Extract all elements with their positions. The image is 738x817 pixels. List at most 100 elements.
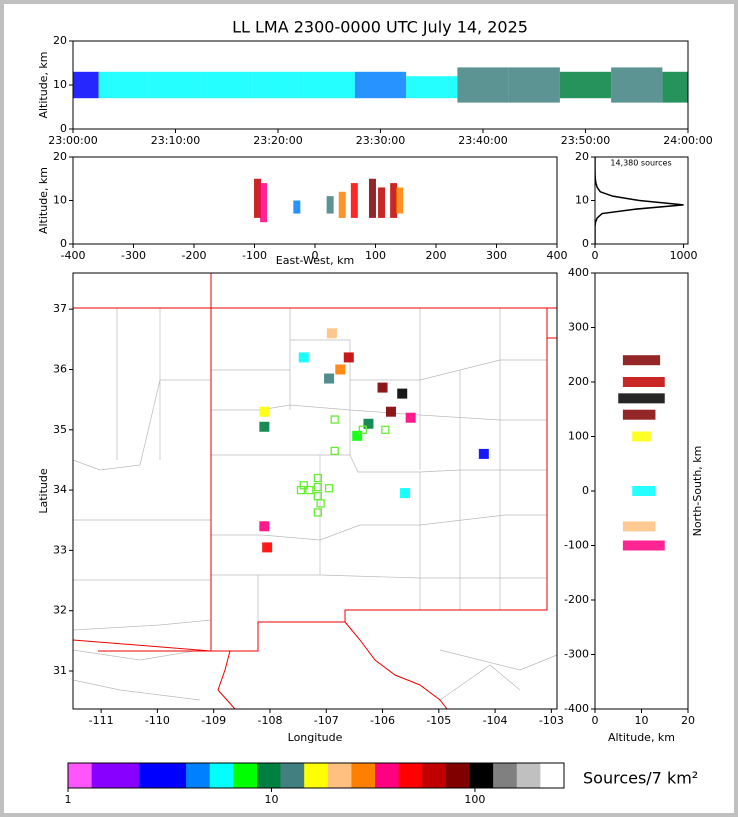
y-tick-label: 33 bbox=[53, 543, 67, 556]
source-range bbox=[508, 67, 560, 103]
y-tick-label: 10 bbox=[53, 194, 67, 207]
colorbar-cell bbox=[422, 763, 447, 788]
x-tick-label: 0 bbox=[592, 714, 599, 727]
source-range bbox=[350, 183, 358, 218]
y-tick-label: 0 bbox=[582, 237, 589, 250]
station bbox=[296, 485, 306, 495]
source-cluster bbox=[298, 352, 309, 363]
source-cluster bbox=[405, 412, 416, 423]
source-cluster bbox=[385, 406, 396, 417]
x-tick-label: 100 bbox=[365, 249, 386, 262]
x-tick-label: -110 bbox=[145, 714, 170, 727]
map-boundaries bbox=[72, 273, 558, 710]
source-range bbox=[662, 71, 688, 103]
source-cluster bbox=[352, 430, 363, 441]
station bbox=[313, 482, 322, 492]
x-tick-label: 23:30:00 bbox=[356, 134, 405, 147]
source-cluster bbox=[343, 352, 354, 363]
station bbox=[313, 508, 322, 517]
x-tick-label: 100 bbox=[464, 793, 485, 806]
x-tick-label: 23:00:00 bbox=[48, 134, 97, 147]
source-range bbox=[303, 71, 355, 99]
y-tick-label: 0 bbox=[60, 122, 67, 135]
y-tick-label: 34 bbox=[53, 483, 67, 496]
y-tick-label: 200 bbox=[568, 375, 589, 388]
x-tick-label: 23:40:00 bbox=[458, 134, 507, 147]
source-cluster bbox=[262, 542, 273, 553]
source-range bbox=[632, 486, 656, 496]
source-range bbox=[396, 187, 404, 214]
source-range bbox=[622, 521, 656, 532]
source-range bbox=[326, 196, 334, 214]
y-tick-label: 10 bbox=[53, 78, 67, 91]
source-range bbox=[622, 355, 661, 366]
x-tick-label: -109 bbox=[201, 714, 226, 727]
source-cluster bbox=[259, 406, 270, 417]
x-tick-label: 23:20:00 bbox=[253, 134, 302, 147]
source-range bbox=[622, 377, 665, 387]
x-tick-label: -104 bbox=[483, 714, 508, 727]
station bbox=[381, 425, 390, 434]
source-range bbox=[149, 71, 202, 99]
y-tick-label: -100 bbox=[564, 539, 589, 552]
axes-frame bbox=[72, 272, 558, 710]
x-tick-label: -400 bbox=[61, 249, 86, 262]
y-tick-label: 0 bbox=[582, 484, 589, 497]
source-range bbox=[457, 67, 509, 103]
source-cluster bbox=[400, 488, 411, 499]
y-tick-label: -300 bbox=[564, 648, 589, 661]
colorbar-cell bbox=[91, 763, 116, 788]
x-axis-label: East-West, km bbox=[276, 254, 354, 267]
source-cluster bbox=[335, 364, 346, 375]
y-tick-label: 37 bbox=[53, 302, 67, 315]
source-range bbox=[98, 71, 150, 99]
y-tick-label: 20 bbox=[53, 150, 67, 163]
source-range bbox=[354, 71, 407, 99]
plot-area bbox=[254, 178, 404, 223]
colorbar-cell bbox=[351, 763, 376, 788]
source-range bbox=[368, 178, 376, 218]
colorbar-label: Sources/7 km² bbox=[583, 769, 698, 788]
y-tick-label: 400 bbox=[568, 266, 589, 279]
x-tick-label: -103 bbox=[539, 714, 564, 727]
colorbar-cell bbox=[327, 763, 352, 788]
x-tick-label: 200 bbox=[426, 249, 447, 262]
source-range bbox=[618, 393, 665, 404]
colorbar-cell bbox=[186, 763, 211, 788]
y-tick-label: 10 bbox=[575, 194, 589, 207]
colorbar-cell bbox=[162, 763, 187, 788]
station bbox=[299, 481, 308, 490]
colorbar-cell bbox=[233, 763, 258, 788]
source-range bbox=[260, 183, 268, 223]
source-range bbox=[632, 431, 651, 442]
source-cluster bbox=[326, 328, 337, 339]
x-tick-label: 0 bbox=[592, 249, 599, 262]
y-tick-label: 32 bbox=[53, 604, 67, 617]
x-tick-label: 23:50:00 bbox=[561, 134, 610, 147]
state-borders bbox=[72, 273, 557, 710]
colorbar-cell bbox=[445, 763, 470, 788]
colorbar-cell bbox=[493, 763, 518, 788]
source-cluster bbox=[363, 418, 374, 429]
source-range bbox=[252, 71, 304, 99]
y-tick-label: -400 bbox=[564, 702, 589, 715]
x-tick-label: -300 bbox=[121, 249, 146, 262]
source-range bbox=[73, 71, 99, 99]
source-range bbox=[293, 200, 301, 214]
y-tick-label: 300 bbox=[568, 321, 589, 334]
colorbar-cell bbox=[138, 763, 163, 788]
source-range bbox=[622, 540, 665, 551]
colorbar-cell bbox=[304, 763, 329, 788]
source-cluster bbox=[478, 448, 489, 459]
source-range bbox=[338, 191, 346, 218]
source-range bbox=[406, 76, 458, 99]
source-cluster bbox=[324, 373, 335, 384]
source-range bbox=[390, 183, 398, 218]
station bbox=[330, 446, 339, 456]
source-cluster bbox=[377, 382, 388, 393]
plot-area bbox=[618, 355, 665, 551]
x-tick-label: 400 bbox=[547, 249, 568, 262]
source-range bbox=[622, 409, 656, 420]
